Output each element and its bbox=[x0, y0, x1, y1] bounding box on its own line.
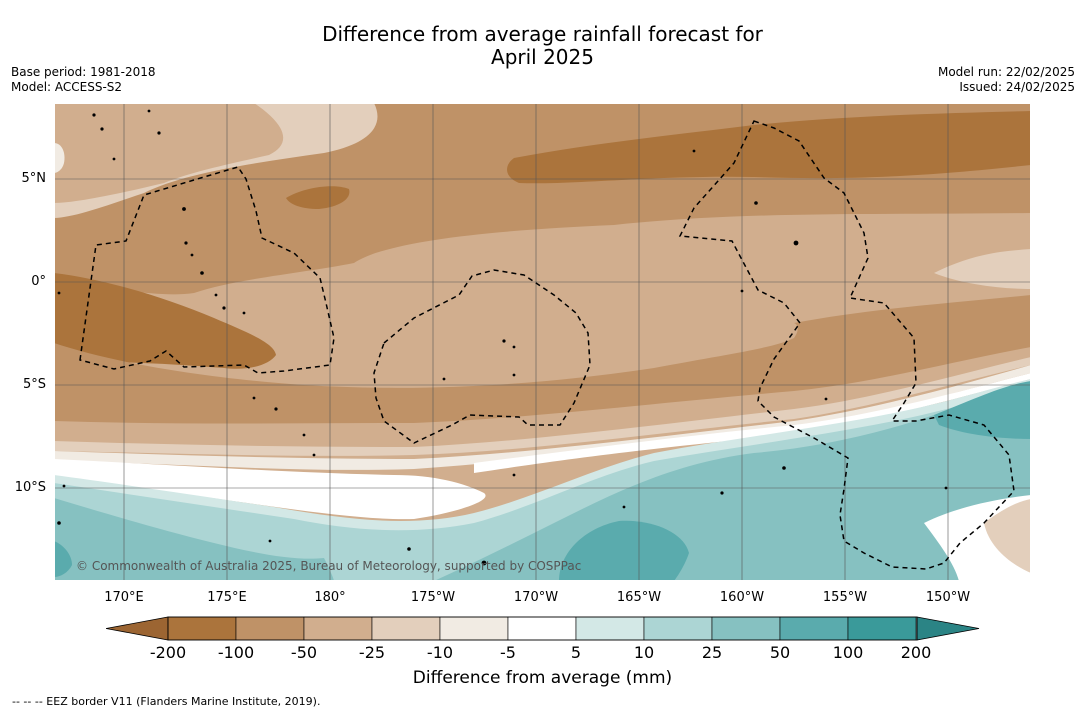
y-tick-label: 5°N bbox=[21, 171, 47, 186]
eez-border-central bbox=[373, 269, 591, 444]
y-tick-label: 0° bbox=[31, 274, 46, 289]
copyright-text: © Commonwealth of Australia 2025, Bureau… bbox=[76, 559, 581, 573]
colorbar-cell bbox=[507, 616, 577, 641]
colorbar-cell bbox=[235, 616, 305, 641]
x-tick-label: 180° bbox=[314, 590, 346, 605]
region-cream-nw bbox=[54, 143, 65, 173]
colorbar-label: 100 bbox=[832, 643, 864, 662]
region-pale-brown-east bbox=[934, 249, 1031, 289]
region-cream-south-band bbox=[54, 365, 1031, 470]
eez-legend-footnote: -- -- -- EEZ border V11 (Flanders Marine… bbox=[12, 695, 321, 708]
colorbar-cell bbox=[779, 616, 849, 641]
colorbar-cell bbox=[303, 616, 373, 641]
y-tick-label: 5°S bbox=[22, 377, 46, 392]
region-dark-teal-east bbox=[934, 381, 1031, 439]
model-run-label: Model run: 22/02/2025 bbox=[937, 65, 1075, 79]
model-label: Model: ACCESS-S2 bbox=[11, 80, 123, 94]
region-dark-brown-north-east bbox=[507, 111, 1031, 184]
colorbar-label: 50 bbox=[769, 643, 791, 662]
region-dark-teal-south bbox=[559, 520, 689, 581]
region-dark-brown-north-blob bbox=[286, 186, 350, 209]
region-white-band bbox=[54, 373, 1031, 520]
colorbar-cell bbox=[575, 616, 645, 641]
x-tick-label: 160°W bbox=[719, 590, 765, 605]
region-teal bbox=[54, 399, 1031, 581]
colorbar-label: -50 bbox=[290, 643, 318, 662]
colorbar-title: Difference from average (mm) bbox=[412, 668, 673, 688]
x-tick-label: 165°W bbox=[616, 590, 662, 605]
colorbar-label: 200 bbox=[900, 643, 932, 662]
colorbar-label: -25 bbox=[358, 643, 386, 662]
rainfall-anomaly-map: © Commonwealth of Australia 2025, Bureau… bbox=[54, 103, 1031, 581]
region-dark-teal-sw bbox=[54, 541, 72, 577]
colorbar-cell bbox=[167, 616, 237, 641]
graticule bbox=[54, 103, 1031, 581]
eez-border-west bbox=[79, 166, 335, 374]
colorbar-cell bbox=[643, 616, 713, 641]
colorbar-cells bbox=[167, 616, 917, 641]
region-light-brown-nw bbox=[54, 103, 284, 203]
colorbar-cell bbox=[711, 616, 781, 641]
title-line-2: April 2025 bbox=[491, 45, 594, 69]
x-tick-label: 175°E bbox=[207, 590, 247, 605]
colorbar-over-arrow bbox=[916, 616, 980, 641]
colorbar-label: -200 bbox=[149, 643, 187, 662]
eez-border-east bbox=[678, 120, 1015, 570]
eez-borders bbox=[79, 120, 1015, 570]
x-tick-label: 175°W bbox=[410, 590, 456, 605]
y-tick-label: 10°S bbox=[14, 480, 46, 495]
x-tick-label: 150°W bbox=[925, 590, 971, 605]
colorbar-label: -5 bbox=[500, 643, 516, 662]
issued-label: Issued: 24/02/2025 bbox=[959, 80, 1075, 94]
colorbar-cell bbox=[847, 616, 917, 641]
base-period-label: Base period: 1981-2018 bbox=[11, 65, 156, 79]
region-dark-brown-west bbox=[54, 273, 276, 369]
x-tick-label: 155°W bbox=[822, 590, 868, 605]
colorbar-label: 25 bbox=[701, 643, 723, 662]
colorbar-label: -10 bbox=[426, 643, 454, 662]
colorbar-label: 5 bbox=[570, 643, 582, 662]
x-tick-label: 170°W bbox=[513, 590, 559, 605]
x-tick-label: 170°E bbox=[104, 590, 144, 605]
colorbar-cell bbox=[439, 616, 509, 641]
colorbar-under-arrow bbox=[106, 616, 169, 641]
colorbar-cell bbox=[371, 616, 441, 641]
islands bbox=[57, 109, 948, 566]
region-pale-brown-se bbox=[984, 499, 1031, 573]
colorbar-label: -100 bbox=[217, 643, 255, 662]
colorbar bbox=[106, 616, 980, 641]
region-pale-brown-south-band bbox=[54, 357, 1031, 456]
colorbar-label: 10 bbox=[633, 643, 655, 662]
title-line-1: Difference from average rainfall forecas… bbox=[322, 22, 763, 46]
